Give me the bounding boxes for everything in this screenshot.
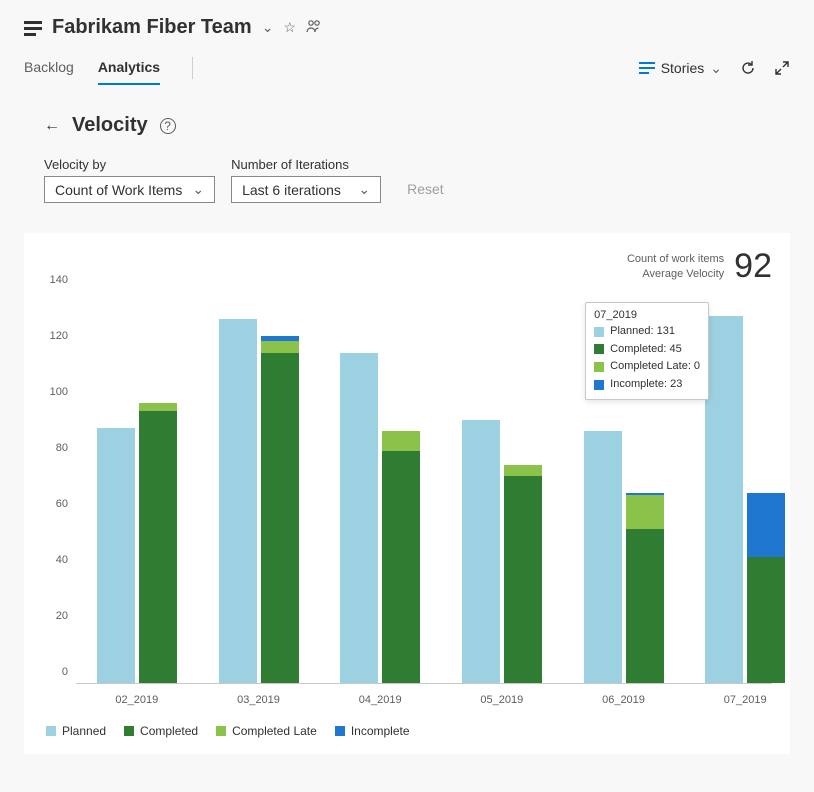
bar-group <box>97 403 177 683</box>
y-tick: 60 <box>56 498 68 510</box>
bar-segment-completed_late <box>504 465 542 476</box>
stories-label: Stories <box>661 60 705 76</box>
y-tick: 80 <box>56 442 68 454</box>
y-tick: 140 <box>50 274 68 286</box>
bar-segment-completed_late <box>261 341 299 352</box>
legend-label: Completed <box>140 724 198 738</box>
favorite-icon[interactable]: ☆ <box>283 19 296 36</box>
legend-item-completed_late[interactable]: Completed Late <box>216 724 317 738</box>
iterations-label: Number of Iterations <box>231 157 381 172</box>
legend-swatch <box>335 726 345 736</box>
reset-button[interactable]: Reset <box>397 175 454 203</box>
bar-stack[interactable] <box>626 493 664 683</box>
legend-swatch <box>216 726 226 736</box>
legend-swatch <box>46 726 56 736</box>
summary-line1: Count of work items <box>627 252 724 266</box>
legend-swatch <box>124 726 134 736</box>
bar-group <box>584 431 664 683</box>
bar-group <box>340 353 420 683</box>
bar-segment-completed <box>747 557 785 683</box>
x-label: 02_2019 <box>115 694 158 706</box>
x-label: 05_2019 <box>480 694 523 706</box>
team-title: Fabrikam Fiber Team <box>52 16 252 39</box>
bar-planned[interactable] <box>584 431 622 683</box>
bar-stack[interactable] <box>504 465 542 683</box>
x-label: 03_2019 <box>237 694 280 706</box>
summary-labels: Count of work items Average Velocity <box>627 252 724 281</box>
tab-backlog[interactable]: Backlog <box>24 51 74 85</box>
bar-segment-completed_late <box>139 403 177 411</box>
bar-group <box>462 420 542 683</box>
chevron-down-icon: ⌄ <box>358 181 370 198</box>
bar-stack[interactable] <box>261 336 299 683</box>
bar-planned[interactable] <box>462 420 500 683</box>
x-label: 04_2019 <box>359 694 402 706</box>
refresh-icon[interactable] <box>740 60 756 76</box>
bar-segment-completed <box>504 476 542 683</box>
summary-line2: Average Velocity <box>627 267 724 281</box>
help-icon[interactable]: ? <box>160 118 176 134</box>
iterations-dropdown[interactable]: Last 6 iterations ⌄ <box>231 176 381 203</box>
bar-planned[interactable] <box>340 353 378 683</box>
y-tick: 0 <box>62 666 68 678</box>
tab-separator <box>192 57 193 79</box>
bar-segment-completed_late <box>626 495 664 529</box>
chevron-down-icon: ⌄ <box>192 181 204 198</box>
chevron-down-icon: ⌄ <box>710 60 722 77</box>
fullscreen-icon[interactable] <box>774 60 790 76</box>
x-label: 06_2019 <box>602 694 645 706</box>
legend-label: Incomplete <box>351 724 410 738</box>
bar-segment-completed_late <box>382 431 420 451</box>
back-arrow-icon[interactable]: ← <box>44 117 60 135</box>
stories-dropdown[interactable]: Stories ⌄ <box>639 60 722 77</box>
people-icon[interactable] <box>306 19 322 36</box>
velocity-chart: 020406080100120140 02_201903_201904_2019… <box>42 292 772 712</box>
velocity-chart-card: Count of work items Average Velocity 92 … <box>24 233 790 754</box>
iterations-value: Last 6 iterations <box>242 182 341 198</box>
bar-segment-completed <box>382 451 420 683</box>
legend-item-completed[interactable]: Completed <box>124 724 198 738</box>
page-title: Velocity <box>72 114 148 137</box>
legend-item-planned[interactable]: Planned <box>46 724 106 738</box>
legend-label: Planned <box>62 724 106 738</box>
bar-segment-incomplete <box>747 493 785 557</box>
x-label: 07_2019 <box>724 694 767 706</box>
bar-planned[interactable] <box>219 319 257 683</box>
chart-tooltip: 07_2019Planned: 131Completed: 45Complete… <box>585 302 709 400</box>
bar-planned[interactable] <box>97 428 135 683</box>
tab-analytics[interactable]: Analytics <box>98 51 160 85</box>
bar-group <box>219 319 299 683</box>
legend-item-incomplete[interactable]: Incomplete <box>335 724 410 738</box>
y-tick: 40 <box>56 554 68 566</box>
bar-segment-completed <box>626 529 664 683</box>
bar-group <box>705 316 785 683</box>
legend-label: Completed Late <box>232 724 317 738</box>
bar-segment-completed <box>139 411 177 683</box>
bar-stack[interactable] <box>747 493 785 683</box>
y-tick: 100 <box>50 386 68 398</box>
team-dropdown-chevron[interactable]: ⌄ <box>262 19 274 36</box>
velocity-by-label: Velocity by <box>44 157 215 172</box>
bar-planned[interactable] <box>705 316 743 683</box>
team-icon <box>24 19 42 37</box>
y-tick: 120 <box>50 330 68 342</box>
bar-segment-completed <box>261 353 299 683</box>
y-tick: 20 <box>56 610 68 622</box>
summary-value: 92 <box>734 247 772 286</box>
bar-stack[interactable] <box>139 403 177 683</box>
velocity-by-dropdown[interactable]: Count of Work Items ⌄ <box>44 176 215 203</box>
velocity-by-value: Count of Work Items <box>55 182 182 198</box>
bar-stack[interactable] <box>382 431 420 683</box>
